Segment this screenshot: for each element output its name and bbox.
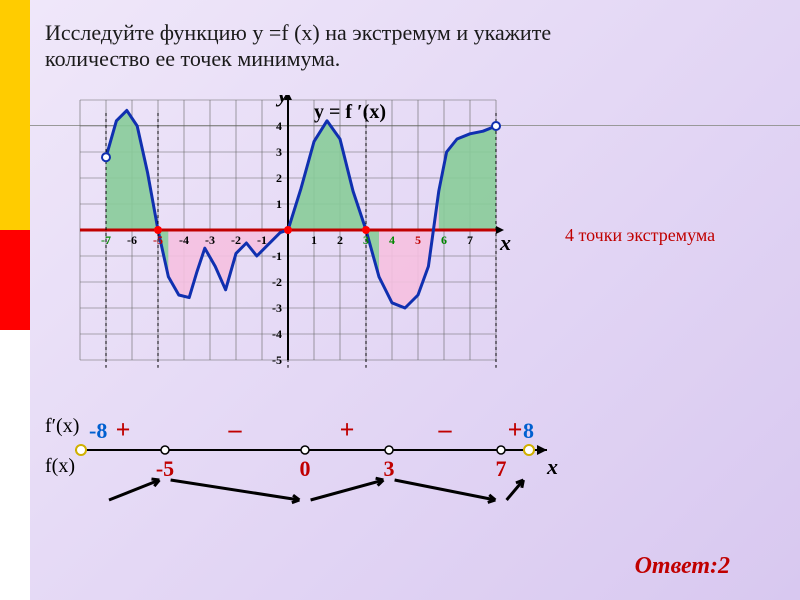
svg-text:-5: -5: [272, 353, 282, 367]
sidebar: [0, 0, 30, 600]
svg-text:+: +: [116, 415, 131, 444]
svg-text:-2: -2: [272, 275, 282, 289]
svg-text:8: 8: [523, 418, 534, 443]
svg-text:1: 1: [311, 233, 317, 247]
svg-text:-4: -4: [272, 327, 282, 341]
svg-text:x: x: [546, 454, 558, 479]
svg-text:-5: -5: [156, 456, 174, 481]
svg-text:x: x: [499, 230, 511, 255]
svg-text:y = f ′(x): y = f ′(x): [314, 101, 386, 123]
svg-text:+: +: [340, 415, 355, 444]
svg-text:7: 7: [496, 456, 507, 481]
svg-text:1: 1: [276, 197, 282, 211]
svg-text:6: 6: [441, 233, 447, 247]
svg-text:-6: -6: [127, 233, 137, 247]
svg-text:4: 4: [276, 119, 282, 133]
svg-text:0: 0: [300, 456, 311, 481]
svg-text:-7: -7: [101, 233, 111, 247]
sidebar-red: [0, 230, 30, 330]
svg-text:-1: -1: [272, 249, 282, 263]
chart-svg: -7 -6 -5 -4 -3 -2 -1 1 2 3 4 5 6 7 4 3 2 1 -1 -2 -3 -4 -5 y x y =…: [70, 95, 530, 375]
extrema-annotation: 4 точки экстремума: [565, 225, 715, 246]
sign-line-svg: f′(x)f(x)-88+–+–+-5037x: [45, 400, 585, 540]
svg-text:4: 4: [389, 233, 395, 247]
svg-text:-3: -3: [272, 301, 282, 315]
svg-text:3: 3: [384, 456, 395, 481]
svg-text:–: –: [438, 415, 453, 444]
svg-text:7: 7: [467, 233, 473, 247]
svg-text:3: 3: [363, 233, 369, 247]
answer: Ответ:2: [635, 553, 730, 580]
svg-text:y: y: [275, 95, 288, 107]
chart: -7 -6 -5 -4 -3 -2 -1 1 2 3 4 5 6 7 4 3 2 1 -1 -2 -3 -4 -5 y x y =…: [70, 95, 530, 380]
sign-line: f′(x)f(x)-88+–+–+-5037x: [45, 400, 565, 520]
svg-text:–: –: [228, 415, 243, 444]
svg-text:-4: -4: [179, 233, 189, 247]
svg-text:-2: -2: [231, 233, 241, 247]
svg-text:2: 2: [337, 233, 343, 247]
sidebar-yellow: [0, 0, 30, 230]
svg-text:+: +: [508, 415, 523, 444]
svg-text:f′(x): f′(x): [45, 415, 79, 437]
svg-text:f(x): f(x): [45, 455, 75, 477]
svg-text:-1: -1: [257, 233, 267, 247]
question-text: Исследуйте функцию y =f (x) на экстремум…: [45, 20, 645, 72]
svg-text:-5: -5: [153, 233, 163, 247]
svg-text:3: 3: [276, 145, 282, 159]
svg-text:-8: -8: [89, 418, 107, 443]
sidebar-white: [0, 330, 30, 600]
svg-text:-3: -3: [205, 233, 215, 247]
svg-text:2: 2: [276, 171, 282, 185]
svg-text:5: 5: [415, 233, 421, 247]
